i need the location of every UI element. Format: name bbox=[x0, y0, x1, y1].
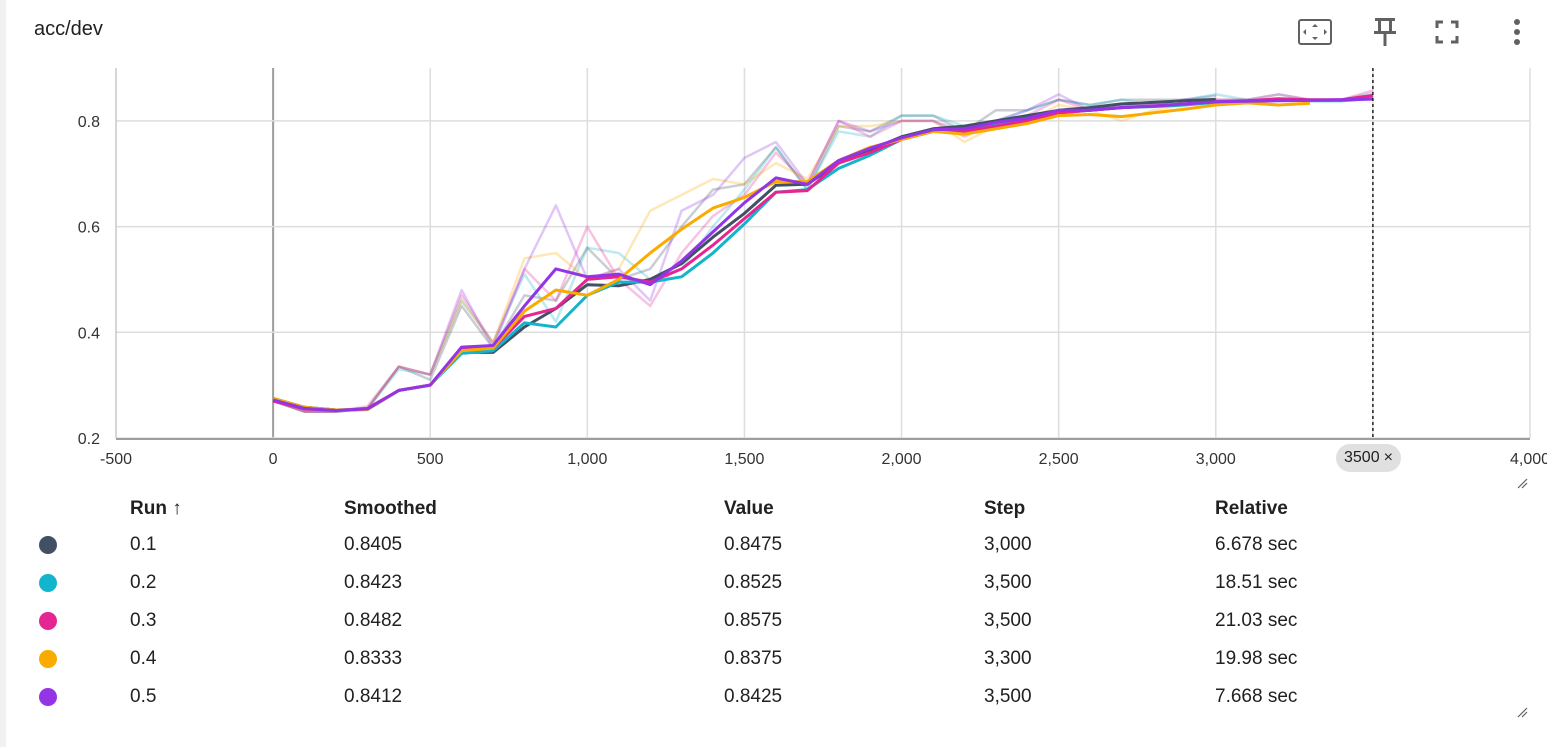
smoothed-cell: 0.8412 bbox=[344, 686, 403, 707]
y-tick-label: 0.2 bbox=[78, 431, 100, 448]
step-header[interactable]: Step bbox=[984, 498, 1026, 519]
table-header: Run ↑ Smoothed Value Step Relative bbox=[20, 492, 1415, 526]
relative-cell: 21.03 sec bbox=[1215, 610, 1298, 631]
y-axis: 0.2 0.4 0.6 0.8 bbox=[78, 114, 100, 448]
run-color-dot[interactable] bbox=[39, 687, 57, 706]
more-vert-icon[interactable] bbox=[1499, 14, 1535, 50]
smoothed-cell: 0.8423 bbox=[344, 572, 403, 593]
chart-resize-handle-icon[interactable] bbox=[1516, 477, 1528, 489]
color-header bbox=[20, 492, 130, 526]
table-row: 0.5 0.8412 0.8425 3,500 7.668 sec bbox=[20, 678, 1415, 716]
step-cell: 3,000 bbox=[984, 534, 1032, 555]
run-color-dot[interactable] bbox=[39, 573, 57, 592]
x-tick-label: 3,000 bbox=[1196, 451, 1236, 468]
table-row: 0.3 0.8482 0.8575 3,500 21.03 sec bbox=[20, 602, 1415, 640]
step-chip-label: 3500 bbox=[1344, 449, 1380, 466]
smoothed-series bbox=[272, 93, 1374, 412]
smoothed-cell: 0.8405 bbox=[344, 534, 403, 555]
relative-cell: 6.678 sec bbox=[1215, 534, 1298, 555]
run-cell: 0.1 bbox=[130, 534, 157, 555]
card-left-border bbox=[0, 0, 6, 747]
smoothed-series-line-0.5 bbox=[272, 97, 1373, 412]
value-cell: 0.8375 bbox=[724, 648, 783, 669]
raw-series bbox=[272, 89, 1374, 413]
relative-header[interactable]: Relative bbox=[1215, 498, 1288, 519]
value-cell: 0.8425 bbox=[724, 686, 783, 707]
step-cell: 3,500 bbox=[984, 610, 1032, 631]
run-cell: 0.3 bbox=[130, 610, 157, 631]
line-chart[interactable]: 0.2 0.4 0.6 0.8 -500 0 500 1,000 1,500 2,000 2,50… bbox=[0, 60, 1547, 480]
run-cell: 0.4 bbox=[130, 648, 157, 669]
table-resize-handle-icon[interactable] bbox=[1516, 706, 1528, 718]
x-tick-label: 4,000 bbox=[1510, 451, 1547, 468]
card-title: acc/dev bbox=[34, 18, 103, 40]
smoothed-header[interactable]: Smoothed bbox=[344, 498, 437, 519]
run-color-dot[interactable] bbox=[39, 649, 57, 668]
table-row: 0.4 0.8333 0.8375 3,300 19.98 sec bbox=[20, 640, 1415, 678]
y-tick-label: 0.6 bbox=[78, 220, 100, 237]
y-tick-label: 0.8 bbox=[78, 114, 100, 131]
x-tick-label: 2,500 bbox=[1039, 451, 1079, 468]
step-cell: 3,500 bbox=[984, 686, 1032, 707]
step-chip: 3500 × bbox=[1336, 444, 1401, 472]
x-axis: -500 0 500 1,000 1,500 2,000 2,500 3,000 4,000 bbox=[100, 451, 1547, 468]
step-cell: 3,300 bbox=[984, 648, 1032, 669]
run-cell: 0.5 bbox=[130, 686, 157, 707]
runs-table: Run ↑ Smoothed Value Step Relative 0.1 0… bbox=[20, 492, 1415, 716]
value-cell: 0.8525 bbox=[724, 572, 783, 593]
y-tick-label: 0.4 bbox=[78, 325, 100, 342]
value-cell: 0.8575 bbox=[724, 610, 783, 631]
fullscreen-icon[interactable] bbox=[1429, 14, 1465, 50]
run-color-dot[interactable] bbox=[39, 535, 57, 554]
x-tick-label: 1,000 bbox=[567, 451, 607, 468]
relative-cell: 18.51 sec bbox=[1215, 572, 1298, 593]
x-tick-label: 1,500 bbox=[724, 451, 764, 468]
raw-series-line-0.2 bbox=[272, 91, 1374, 413]
x-tick-label: 500 bbox=[417, 451, 444, 468]
fit-domain-icon[interactable] bbox=[1297, 14, 1333, 50]
x-tick-label: 2,000 bbox=[882, 451, 922, 468]
value-header[interactable]: Value bbox=[724, 498, 774, 519]
table-row: 0.2 0.8423 0.8525 3,500 18.51 sec bbox=[20, 564, 1415, 602]
x-tick-label: 0 bbox=[269, 451, 278, 468]
raw-series-line-0.4 bbox=[272, 98, 1311, 413]
relative-cell: 7.668 sec bbox=[1215, 686, 1298, 707]
smoothed-cell: 0.8333 bbox=[344, 648, 403, 669]
step-cell: 3,500 bbox=[984, 572, 1032, 593]
step-chip-close-icon[interactable]: × bbox=[1383, 449, 1393, 466]
value-cell: 0.8475 bbox=[724, 534, 783, 555]
raw-series-line-0.1 bbox=[272, 94, 1216, 413]
run-cell: 0.2 bbox=[130, 572, 157, 593]
smoothed-series-line-0.4 bbox=[272, 101, 1311, 412]
smoothed-cell: 0.8482 bbox=[344, 610, 403, 631]
relative-cell: 19.98 sec bbox=[1215, 648, 1298, 669]
table-row: 0.1 0.8405 0.8475 3,000 6.678 sec bbox=[20, 526, 1415, 564]
grid bbox=[115, 68, 1531, 440]
x-tick-label: -500 bbox=[100, 451, 132, 468]
pin-icon[interactable] bbox=[1367, 14, 1403, 50]
run-header[interactable]: Run ↑ bbox=[130, 498, 182, 519]
run-color-dot[interactable] bbox=[39, 611, 57, 630]
